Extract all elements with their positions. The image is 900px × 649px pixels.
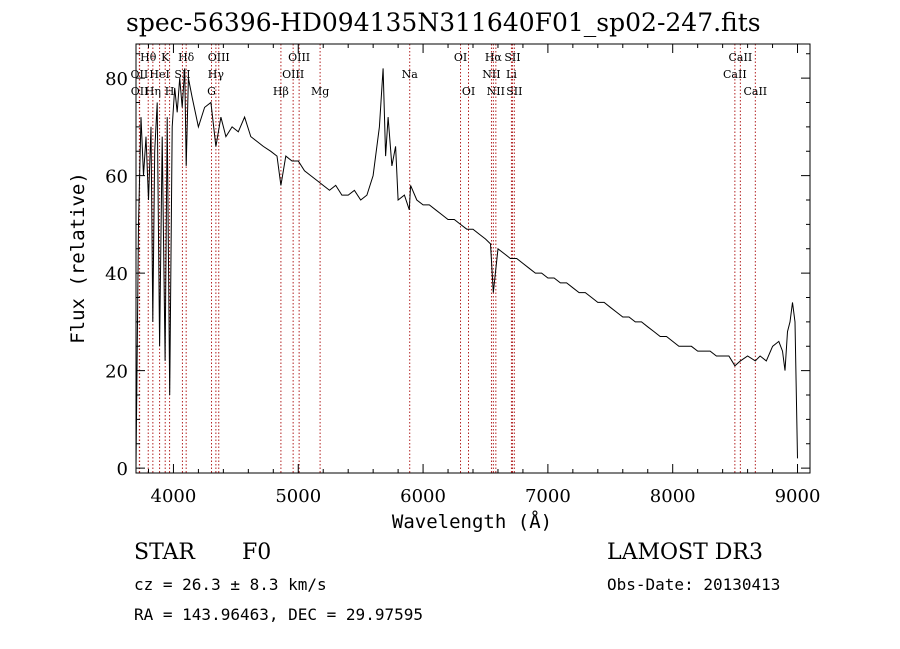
x-tick-label: 9000 [775,486,821,507]
observation-date: Obs-Date: 20130413 [607,575,781,594]
y-axis-label: Flux (relative) [67,172,89,344]
line-marker-label: Hβ [273,85,289,98]
line-marker-label: Hθ [140,51,157,64]
y-tick-label: 40 [105,264,128,285]
line-marker-label: K [161,51,170,64]
line-marker-label: G [207,85,216,98]
line-marker-label: Hη [145,85,161,98]
line-marker-label: CaII [743,85,767,98]
x-tick-label: 6000 [400,486,446,507]
chart-title: spec-56396-HD094135N311640F01_sp02-247.f… [126,8,761,37]
line-marker-label: Hδ [178,51,195,64]
y-tick-label: 0 [117,459,128,480]
line-marker-label: OII [131,68,149,81]
line-marker-label: OIII [282,68,304,81]
object-class: STAR [134,540,195,565]
line-marker-label: CaII [729,51,753,64]
spectrum-line [135,68,798,469]
y-tick-label: 80 [105,69,128,90]
line-marker-label: OIII [208,51,230,64]
line-marker-label: OI [462,85,475,98]
coordinates: RA = 143.96463, DEC = 29.97595 [134,605,423,624]
line-marker-label: NII [487,85,505,98]
plot-frame [135,43,811,474]
line-markers [138,44,756,473]
line-marker-label: Hα [485,51,503,64]
x-axis: 4000 5000 6000 7000 8000 9000 [147,44,821,507]
line-marker-label: OI [454,51,467,64]
y-axis: 0 20 40 60 80 [105,53,810,480]
line-marker-label: SII [506,85,522,98]
x-tick-label: 7000 [525,486,571,507]
line-marker-label: HeI [149,68,169,81]
x-tick-label: 8000 [650,486,696,507]
survey-name: LAMOST DR3 [607,540,763,565]
line-marker-label: H [165,85,175,98]
y-tick-label: 60 [105,167,128,188]
line-marker-label: CaII [723,68,747,81]
line-marker-label: OIII [288,51,310,64]
line-marker-label: OII [131,85,149,98]
object-subclass: F0 [242,540,272,565]
redshift-velocity: cz = 26.3 ± 8.3 km/s [134,575,327,594]
line-marker-label: SII [174,68,190,81]
line-marker-label: SII [504,51,520,64]
line-marker-label: Hγ [208,68,225,81]
x-axis-label: Wavelength (Å) [392,510,552,533]
line-marker-label: NII [482,68,500,81]
x-tick-label: 4000 [151,486,197,507]
line-marker-label: Mg [311,85,329,98]
y-tick-label: 20 [105,362,128,383]
x-tick-label: 5000 [275,486,321,507]
line-marker-label: Na [402,68,419,81]
line-marker-label: Li [506,68,517,81]
